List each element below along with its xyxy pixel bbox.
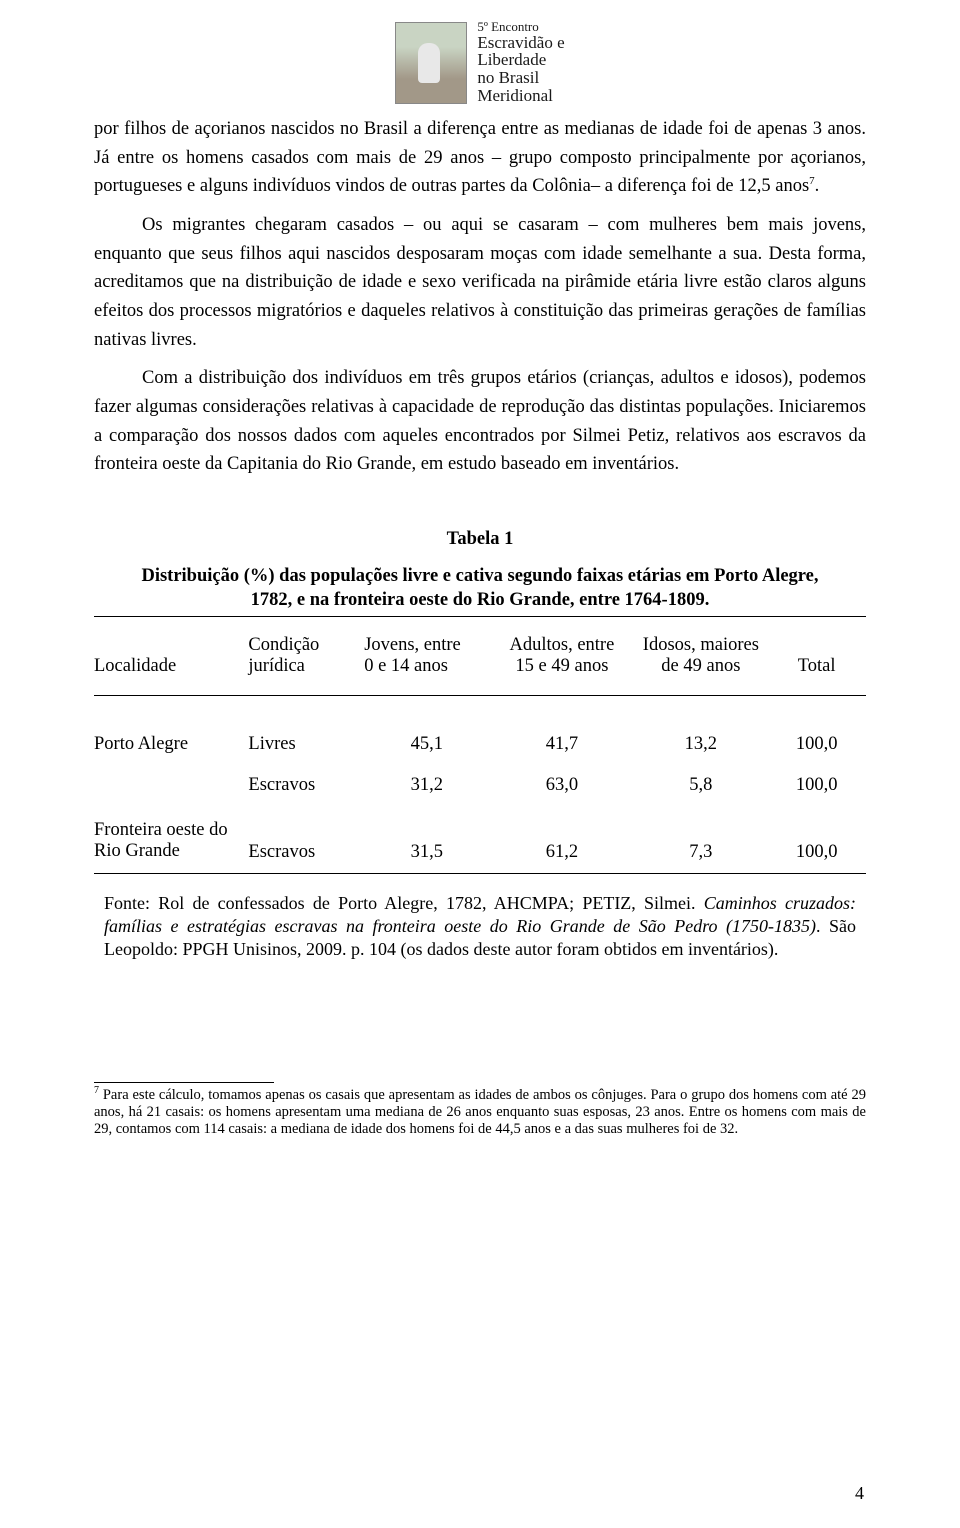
r2-loc: Fronteira oeste doRio Grande bbox=[94, 806, 248, 873]
body-text: por filhos de açorianos nascidos no Bras… bbox=[94, 115, 866, 479]
th-c3b: 0 e 14 anos bbox=[364, 656, 448, 676]
para-1: por filhos de açorianos nascidos no Bras… bbox=[94, 115, 866, 201]
r1-v2: 63,0 bbox=[495, 765, 634, 806]
hdr-l2: Escravidão e bbox=[477, 33, 564, 52]
header-script: 5º Encontro Escravidão e Liberdade no Br… bbox=[477, 20, 564, 105]
data-table-body: Porto Alegre Livres 45,1 41,7 13,2 100,0… bbox=[94, 696, 866, 873]
r0-v1: 45,1 bbox=[364, 724, 495, 765]
table-title: Tabela 1 bbox=[94, 529, 866, 550]
data-table: Localidade Condiçãojurídica Jovens, entr… bbox=[94, 617, 866, 695]
header-photo bbox=[395, 22, 467, 104]
th-ido: Idosos, maioresde 49 anos bbox=[634, 617, 773, 695]
p1a: por filhos de açorianos nascidos no Bras… bbox=[94, 119, 866, 196]
th-c4a: Adultos, entre bbox=[509, 635, 614, 655]
fn-text: Para este cálculo, tomamos apenas os cas… bbox=[94, 1087, 866, 1138]
th-adu: Adultos, entre15 e 49 anos bbox=[495, 617, 634, 695]
hdr-l3: Liberdade bbox=[477, 50, 546, 69]
table-caption: Distribuição (%) das populações livre e … bbox=[94, 564, 866, 612]
caption-l2: 1782, e na fronteira oeste do Rio Grande… bbox=[251, 590, 710, 610]
para-3: Com a distribuição dos indivíduos em trê… bbox=[94, 364, 866, 479]
hdr-l5: Meridional bbox=[477, 86, 553, 105]
th-tot: Total bbox=[773, 617, 866, 695]
footnote: 7 Para este cálculo, tomamos apenas os c… bbox=[94, 1085, 866, 1139]
r0-v4: 100,0 bbox=[773, 724, 866, 765]
caption-l1: Distribuição (%) das populações livre e … bbox=[141, 566, 818, 586]
th-c4b: 15 e 49 anos bbox=[515, 656, 608, 676]
r2-v1: 31,5 bbox=[364, 806, 495, 873]
th-c2b: jurídica bbox=[248, 656, 305, 676]
table-bottom-rule bbox=[94, 873, 866, 874]
th-loc-t: Localidade bbox=[94, 656, 176, 676]
r1-loc bbox=[94, 765, 248, 806]
th-c5b: de 49 anos bbox=[661, 656, 740, 676]
r2-v4: 100,0 bbox=[773, 806, 866, 873]
r1-cond: Escravos bbox=[248, 765, 364, 806]
r0-v2: 41,7 bbox=[495, 724, 634, 765]
table-row: Escravos 31,2 63,0 5,8 100,0 bbox=[94, 765, 866, 806]
footnote-separator bbox=[94, 1082, 274, 1083]
source-note: Fonte: Rol de confessados de Porto Alegr… bbox=[94, 892, 866, 962]
table-row: Porto Alegre Livres 45,1 41,7 13,2 100,0 bbox=[94, 724, 866, 765]
r0-cond: Livres bbox=[248, 724, 364, 765]
r0-v3: 13,2 bbox=[634, 724, 773, 765]
para-2: Os migrantes chegaram casados – ou aqui … bbox=[94, 211, 866, 354]
r0-loc: Porto Alegre bbox=[94, 724, 248, 765]
hdr-l4: no Brasil bbox=[477, 68, 539, 87]
r2-v2: 61,2 bbox=[495, 806, 634, 873]
table-row: Fronteira oeste doRio Grande Escravos 31… bbox=[94, 806, 866, 873]
p1b: . bbox=[815, 176, 820, 196]
r1-v4: 100,0 bbox=[773, 765, 866, 806]
r2-cond: Escravos bbox=[248, 806, 364, 873]
r2-loca: Fronteira oeste do bbox=[94, 820, 228, 840]
th-jov: Jovens, entre0 e 14 anos bbox=[364, 617, 495, 695]
page-number: 4 bbox=[855, 1483, 864, 1504]
r2-v3: 7,3 bbox=[634, 806, 773, 873]
header-row: Localidade Condiçãojurídica Jovens, entr… bbox=[94, 617, 866, 695]
r1-v3: 5,8 bbox=[634, 765, 773, 806]
r1-v1: 31,2 bbox=[364, 765, 495, 806]
src-a: Fonte: Rol de confessados de Porto Alegr… bbox=[104, 893, 704, 913]
th-c2a: Condição bbox=[248, 635, 319, 655]
th-c3a: Jovens, entre bbox=[364, 635, 461, 655]
th-c5a: Idosos, maiores bbox=[643, 635, 759, 655]
th-loc: Localidade bbox=[94, 617, 248, 695]
page-header-logo: 5º Encontro Escravidão e Liberdade no Br… bbox=[94, 20, 866, 105]
th-cond: Condiçãojurídica bbox=[248, 617, 364, 695]
r2-locb: Rio Grande bbox=[94, 841, 180, 861]
th-c6: Total bbox=[798, 656, 836, 676]
